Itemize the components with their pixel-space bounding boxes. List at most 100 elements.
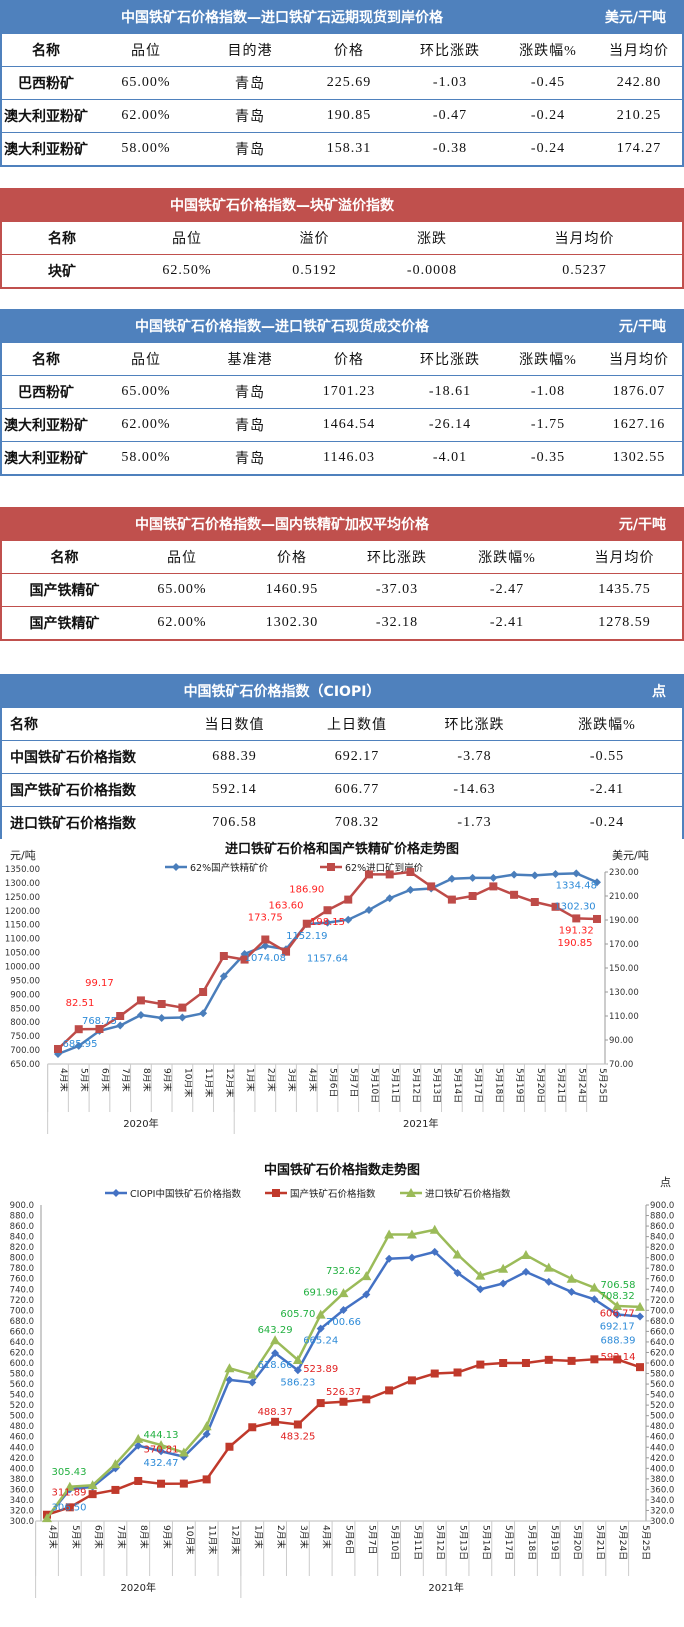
x-axis-tick: 12月末: [224, 1068, 236, 1097]
right-axis-tick: 900.0: [650, 1201, 674, 1211]
square-marker: [427, 882, 436, 891]
table-cell: 巴西粉矿: [18, 76, 74, 92]
right-axis-tick: 400.0: [650, 1464, 674, 1474]
table-cell: 澳大利亚粉矿: [4, 142, 88, 158]
data-label: 1334.48: [556, 880, 597, 891]
left-axis-tick: 750.00: [10, 1032, 40, 1042]
table-cell: 706.58: [212, 815, 257, 830]
left-axis-tick: 700.0: [10, 1306, 34, 1316]
data-label: 432.47: [144, 1458, 179, 1469]
square-marker: [407, 1376, 416, 1385]
column-header: 品位: [131, 44, 161, 59]
data-label: 605.70: [280, 1309, 315, 1320]
square-marker: [430, 1369, 439, 1378]
diamond-marker: [406, 885, 415, 894]
diamond-marker: [112, 1189, 120, 1197]
x-axis-tick: 10月末: [182, 1068, 194, 1097]
x-axis-tick: 3月末: [286, 1068, 298, 1092]
column-header: 名称: [48, 231, 76, 247]
square-marker: [510, 890, 519, 899]
right-axis-tick: 110.00: [609, 1012, 639, 1022]
column-header: 当月均价: [554, 232, 615, 247]
table-title-bar: 中国铁矿石价格指数—国内铁精矿加权平均价格 元/干吨: [2, 507, 682, 541]
diamond-marker: [172, 863, 180, 871]
x-axis-tick: 1月末: [245, 1068, 257, 1092]
diamond-marker: [510, 870, 519, 879]
square-marker: [327, 863, 335, 871]
triangle-marker: [110, 1459, 121, 1469]
data-label: 732.62: [326, 1266, 361, 1277]
table-cell: 青岛: [235, 143, 265, 158]
table-cell: 606.77: [334, 782, 380, 797]
left-axis-tick: 560.0: [10, 1380, 34, 1390]
data-label: 768.75: [82, 1016, 117, 1027]
right-axis-tick: 320.0: [650, 1506, 674, 1516]
lump-premium-index-table: 中国铁矿石价格指数—块矿溢价指数 名称 品位 溢价 涨跌 当月均价 块矿 62.50% 0.51…: [0, 188, 684, 289]
x-axis-tick: 5月19日: [514, 1068, 525, 1103]
column-header: 环比涨跌: [444, 718, 505, 733]
triangle-marker: [292, 1354, 303, 1364]
table-cell: -2.47: [489, 582, 525, 597]
triangle-marker: [315, 1309, 326, 1319]
square-marker: [476, 1360, 485, 1369]
column-header: 品位: [172, 232, 202, 247]
square-marker: [272, 1189, 280, 1197]
ciopi-index-table: 中国铁矿石价格指数（CIOPI） 点名称 当日数值 上日数值 环比涨跌 涨跌幅% 中国铁矿石…: [0, 674, 684, 839]
x-axis-tick: 5月12日: [410, 1068, 421, 1103]
table-cell: 158.31: [326, 141, 372, 156]
right-axis-tick: 540.0: [650, 1391, 674, 1401]
table-row: 国产铁精矿 62.00% 1302.30 -32.18 -2.41 1278.59: [2, 606, 682, 639]
square-marker: [453, 1368, 462, 1377]
table-cell: 58.00%: [121, 141, 171, 156]
diamond-marker: [362, 1290, 371, 1299]
left-axis-tick: 600.0: [10, 1359, 34, 1369]
table-row: 块矿 62.50% 0.5192 -0.0008 0.5237: [2, 254, 682, 287]
right-axis-tick: 560.0: [650, 1380, 674, 1390]
diamond-marker: [323, 918, 332, 927]
header-row: 名称 品位 基准港 价格 环比涨跌 涨跌幅% 当月均价: [2, 343, 682, 375]
left-axis-tick: 880.0: [10, 1212, 34, 1222]
diamond-marker: [316, 1324, 325, 1333]
table-title: 中国铁矿石价格指数—块矿溢价指数: [170, 198, 394, 214]
right-axis-tick: 460.0: [650, 1433, 674, 1443]
table-cell: 国产铁精矿: [29, 583, 100, 599]
left-axis-tick: 800.00: [10, 1018, 40, 1028]
table-cell: -0.55: [589, 749, 625, 764]
table-cell: -1.08: [530, 384, 566, 399]
square-marker: [240, 955, 249, 964]
legend-label: 62%国产铁精矿价: [190, 862, 269, 874]
right-axis-tick: 230.00: [609, 868, 639, 878]
year-label: 2020年: [121, 1581, 156, 1594]
table-cell: -3.78: [457, 749, 492, 764]
left-axis-tick: 580.0: [10, 1370, 34, 1380]
x-axis-tick: 11月末: [203, 1068, 215, 1097]
square-marker: [339, 1397, 348, 1406]
data-label: 706.58: [601, 1280, 636, 1291]
table-cell: 242.80: [616, 75, 662, 90]
table-cell: 62.50%: [162, 263, 212, 278]
data-label: 198.15: [310, 917, 345, 928]
left-axis-tick: 860.0: [10, 1222, 34, 1232]
square-marker: [293, 1420, 302, 1429]
data-label: 163.60: [269, 901, 304, 912]
x-axis-tick: 5月10日: [389, 1525, 400, 1560]
table-cell: 国产铁矿石价格指数: [10, 783, 136, 799]
table-cell: 1464.54: [322, 417, 376, 432]
column-header: 基准港: [227, 353, 273, 368]
right-axis-tick: 580.0: [650, 1370, 674, 1380]
table-cell: -2.41: [489, 615, 525, 630]
triangle-marker: [566, 1273, 577, 1283]
table-cell: 210.25: [616, 108, 662, 123]
left-axis-tick: 1000.00: [5, 963, 40, 973]
table-cell: 1460.95: [265, 582, 319, 597]
ciopi-trend-chart: 中国铁矿石价格指数走势图点300.0320.0340.0360.0380.040…: [10, 1162, 674, 1598]
square-marker: [593, 914, 601, 923]
square-marker: [157, 1000, 166, 1008]
column-header: 品位: [131, 353, 161, 368]
data-label: 483.25: [280, 1431, 315, 1442]
square-marker: [551, 902, 560, 911]
x-axis-tick: 7月末: [120, 1068, 132, 1092]
x-axis-tick: 5月末: [79, 1068, 91, 1092]
x-axis-tick: 3月末: [298, 1525, 310, 1549]
column-header: 环比涨跌: [367, 551, 427, 566]
